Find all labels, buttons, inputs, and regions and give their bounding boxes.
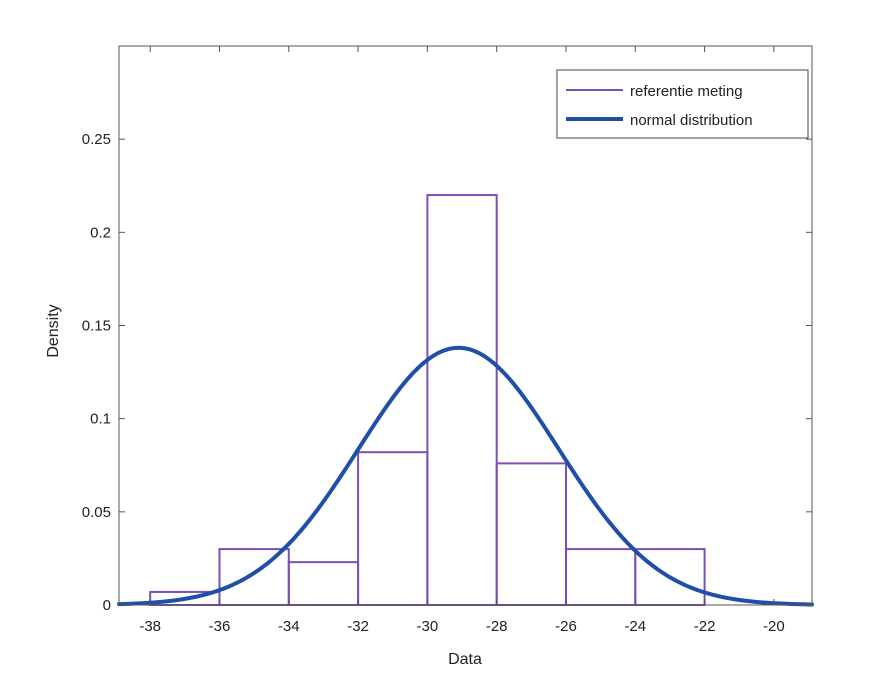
- x-tick-label: -32: [347, 618, 369, 635]
- histogram-bars: [149, 194, 706, 606]
- legend-box: [556, 69, 809, 139]
- histogram-bar: [287, 561, 360, 606]
- x-tick-label: -36: [209, 618, 231, 635]
- x-axis-label: Data: [448, 651, 482, 668]
- x-tick-label: -22: [694, 618, 716, 635]
- x-tick-label: -20: [763, 618, 785, 635]
- histogram-bar: [564, 548, 637, 606]
- y-axis-label: Density: [45, 304, 62, 357]
- y-tick-label: 0.25: [82, 131, 111, 148]
- normal-distribution-curve: [117, 345, 814, 607]
- x-tick-label: -30: [417, 618, 439, 635]
- legend-label-referentie-meting: referentie meting: [630, 83, 743, 100]
- histogram-bar: [495, 462, 567, 606]
- x-tick-label: -38: [139, 618, 161, 635]
- y-axis-ticks: 0 0.05 0.1 0.15 0.2 0.25: [82, 131, 812, 614]
- histogram-bar: [426, 194, 498, 606]
- x-tick-label: -28: [486, 618, 508, 635]
- x-axis-ticks: -38 -36 -34 -32 -30 -28 -26 -24 -22 -20: [139, 46, 785, 635]
- y-tick-label: 0.15: [82, 318, 111, 335]
- histogram-bar: [218, 548, 290, 606]
- x-tick-label: -26: [555, 618, 577, 635]
- legend: referentie meting normal distribution: [556, 69, 809, 139]
- y-tick-label: 0: [103, 597, 111, 614]
- x-tick-label: -34: [278, 618, 300, 635]
- y-tick-label: 0.1: [90, 411, 111, 428]
- x-tick-label: -24: [624, 618, 646, 635]
- legend-label-normal-distribution: normal distribution: [630, 112, 753, 129]
- y-tick-label: 0.05: [82, 504, 111, 521]
- y-tick-label: 0.2: [90, 224, 111, 241]
- histogram-bar: [357, 451, 429, 606]
